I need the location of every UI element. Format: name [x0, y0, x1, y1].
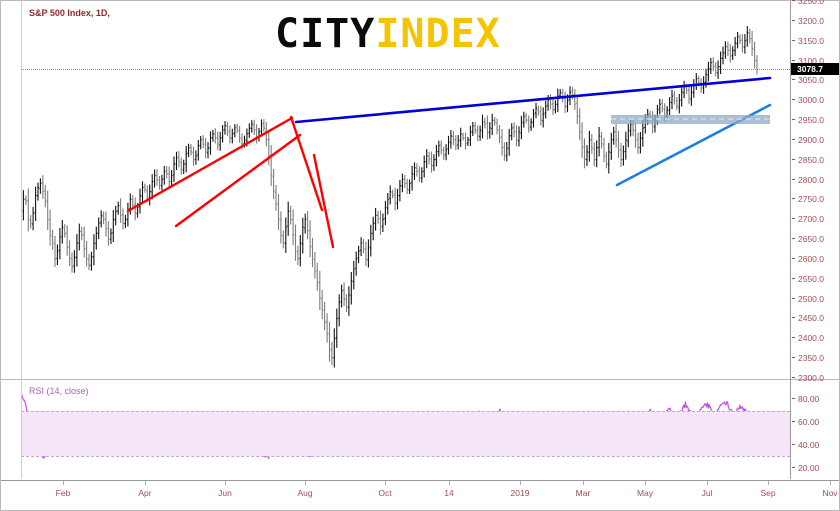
rsi-30-70-band — [21, 410, 790, 457]
price-tick: 2950.0 — [791, 114, 839, 126]
time-axis-label: Jun — [218, 488, 232, 498]
time-tick — [768, 481, 769, 485]
time-axis-label: Apr — [138, 488, 152, 498]
price-tick: 2450.0 — [791, 312, 839, 324]
city-index-logo: CITYINDEX — [275, 14, 501, 54]
price-tick: 2650.0 — [791, 233, 839, 245]
price-tick: 2300.0 — [791, 372, 839, 384]
price-tick: 3100.0 — [791, 55, 839, 67]
price-tick: 3200.0 — [791, 15, 839, 27]
time-axis-label: Sep — [760, 488, 776, 498]
price-tick: 2600.0 — [791, 253, 839, 265]
price-tick: 2900.0 — [791, 134, 839, 146]
time-tick — [225, 481, 226, 485]
left-chart-edge — [21, 1, 22, 479]
time-axis-label: Mar — [575, 488, 591, 498]
logo-index-text: INDEX — [375, 11, 501, 57]
time-axis-label: Feb — [55, 488, 71, 498]
price-tick: 2350.0 — [791, 352, 839, 364]
time-axis-label: 14 — [444, 488, 454, 498]
price-tick: 2700.0 — [791, 213, 839, 225]
price-tick: 2400.0 — [791, 332, 839, 344]
price-tick: 2850.0 — [791, 154, 839, 166]
page-title: S&P 500 Index, 1D, — [29, 8, 110, 18]
rsi-overbought-line — [21, 410, 790, 412]
time-axis-label: 2019 — [510, 488, 530, 498]
time-tick — [449, 481, 450, 485]
rsi-tick: 60.00 — [791, 416, 839, 428]
time-tick — [707, 481, 708, 485]
time-scale[interactable]: Feb Apr Jun Aug Oct 14 2019 Mar May Jul Sep Nov — [0, 481, 840, 510]
time-axis-label: Aug — [297, 488, 313, 498]
price-tick: 3000.0 — [791, 94, 839, 106]
time-tick — [830, 481, 831, 485]
price-chart-panel[interactable] — [21, 1, 790, 378]
rsi-scale[interactable]: 80.00 60.00 40.00 20.00 — [791, 382, 839, 479]
time-tick — [385, 481, 386, 485]
time-tick — [63, 481, 64, 485]
time-tick — [520, 481, 521, 485]
rsi-tick: 20.00 — [791, 462, 839, 474]
time-axis-label: Oct — [378, 488, 392, 498]
panel-divider — [1, 379, 839, 380]
time-scale-divider — [1, 480, 839, 481]
price-tick: 2750.0 — [791, 193, 839, 205]
rsi-legend-label: RSI (14, close) — [29, 386, 89, 396]
price-tick: 2550.0 — [791, 273, 839, 285]
price-scale-divider — [790, 1, 791, 479]
time-tick — [305, 481, 306, 485]
last-price-crosshair-line — [21, 68, 790, 70]
time-axis-label: May — [636, 488, 654, 498]
price-scale[interactable]: 3250.0 3200.0 3150.0 3100.0 3050.0 3000.0 2950… — [791, 0, 839, 383]
rsi-indicator-panel[interactable] — [21, 382, 790, 479]
price-series-svg — [21, 26, 772, 368]
time-tick — [145, 481, 146, 485]
price-tick: 3050.0 — [791, 74, 839, 86]
rsi-oversold-line — [21, 456, 790, 458]
price-tick: 3150.0 — [791, 35, 839, 47]
price-tick: 2500.0 — [791, 293, 839, 305]
rsi-tick: 80.00 — [791, 393, 839, 405]
price-tick: 2800.0 — [791, 174, 839, 186]
rsi-tick: 40.00 — [791, 439, 839, 451]
time-tick — [645, 481, 646, 485]
last-price-badge: 3078.7 — [791, 62, 839, 75]
time-axis-label: Nov — [822, 488, 838, 498]
time-axis-label: Jul — [701, 488, 713, 498]
time-tick — [583, 481, 584, 485]
price-tick: 3250.0 — [791, 0, 839, 7]
last-price-value: 3078.7 — [797, 63, 823, 74]
logo-city-text: CITY — [275, 11, 376, 57]
